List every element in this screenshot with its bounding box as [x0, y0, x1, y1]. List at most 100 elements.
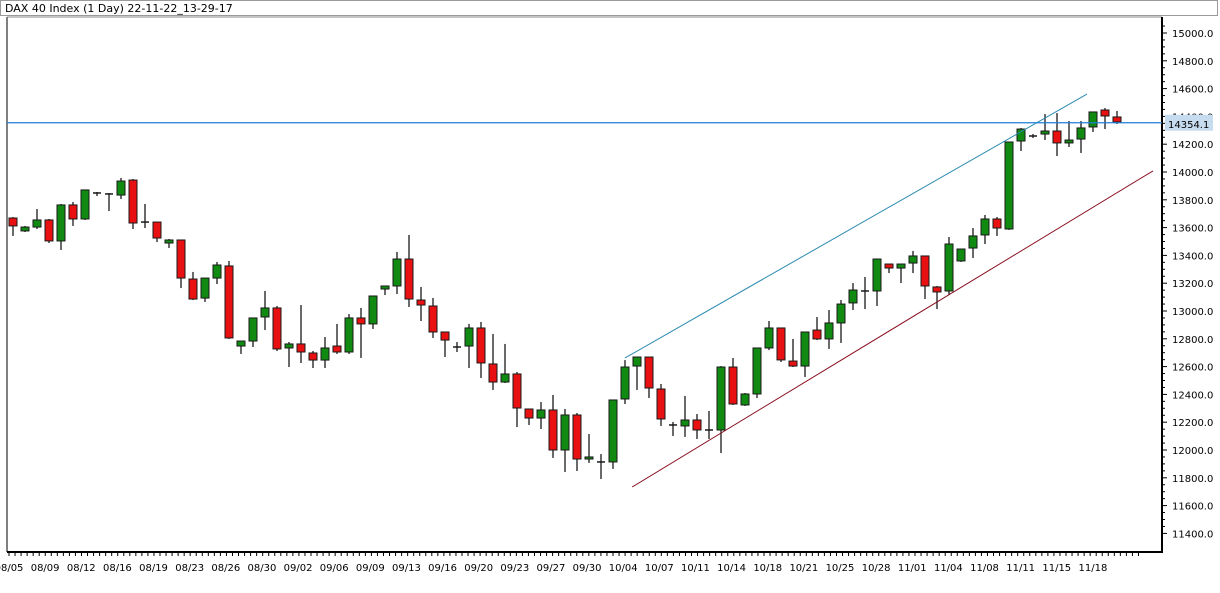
- candle: [272, 305, 282, 352]
- candle: [1076, 120, 1086, 153]
- x-tick-label: 09/13: [392, 563, 421, 574]
- candle: [80, 189, 90, 220]
- candle: [416, 286, 426, 322]
- candle: [44, 218, 54, 244]
- candle-body: [980, 218, 990, 236]
- candle-body: [692, 419, 702, 431]
- candle: [105, 192, 113, 212]
- x-tick-label: 11/11: [1006, 563, 1035, 574]
- candle: [669, 421, 677, 436]
- candle: [716, 366, 726, 454]
- candle: [1100, 108, 1110, 130]
- x-tick-label: 10/04: [609, 563, 638, 574]
- candle: [141, 203, 149, 229]
- candle: [632, 356, 642, 390]
- candle-body: [44, 219, 54, 242]
- candle: [453, 341, 461, 353]
- candle: [404, 234, 414, 307]
- candle: [597, 454, 605, 480]
- candle-body: [1076, 127, 1086, 140]
- candle: [1088, 111, 1098, 132]
- candle-body: [740, 393, 750, 406]
- candle: [464, 323, 474, 368]
- x-tick-label: 08/05: [0, 563, 23, 574]
- candle: [56, 203, 66, 250]
- candle: [392, 251, 402, 295]
- current-price-label: 14354.1: [1168, 120, 1209, 131]
- y-tick-label: 13800.0: [1172, 196, 1213, 207]
- candle-body: [224, 265, 234, 339]
- candle: [224, 260, 234, 339]
- candle-body: [1016, 128, 1026, 142]
- candle-body: [116, 180, 126, 196]
- candle: [332, 323, 342, 354]
- x-tick-label: 08/26: [211, 563, 240, 574]
- candle: [1064, 120, 1074, 147]
- candle: [8, 217, 18, 236]
- candle-body: [920, 255, 930, 287]
- candle: [116, 177, 126, 199]
- candle-body: [536, 409, 546, 419]
- candle: [728, 357, 738, 405]
- y-tick-label: 14600.0: [1172, 85, 1213, 96]
- candle-body: [236, 340, 246, 347]
- y-tick-label: 14200.0: [1172, 140, 1213, 151]
- x-tick-label: 10/28: [862, 563, 891, 574]
- candle-body: [1052, 130, 1062, 144]
- candle: [68, 202, 78, 226]
- candle: [548, 394, 558, 458]
- candle-body: [272, 307, 282, 350]
- candle: [188, 271, 198, 301]
- candle: [776, 327, 786, 363]
- candle: [824, 310, 834, 349]
- candle: [200, 277, 210, 302]
- candle: [152, 221, 162, 243]
- x-tick-label: 09/23: [500, 563, 529, 574]
- candle: [788, 338, 798, 368]
- candle-body: [188, 278, 198, 300]
- candle: [284, 341, 294, 368]
- x-tick-label: 09/09: [356, 563, 385, 574]
- candle-body: [1064, 139, 1074, 144]
- candle-body: [416, 299, 426, 306]
- x-tick-label: 08/12: [67, 563, 96, 574]
- candle-body: [56, 204, 66, 242]
- candle: [488, 333, 498, 390]
- x-tick-label: 09/06: [320, 563, 349, 574]
- x-tick-label: 10/07: [645, 563, 674, 574]
- x-tick-label: 09/02: [284, 563, 313, 574]
- candle: [608, 399, 618, 469]
- candle-body: [968, 235, 978, 249]
- x-tick-label: 08/09: [31, 563, 60, 574]
- current-price-label-bg: [1165, 114, 1213, 131]
- candle: [560, 408, 570, 472]
- candle-body: [632, 356, 642, 367]
- candle: [176, 239, 186, 289]
- x-tick-label: 11/08: [970, 563, 999, 574]
- candle-body: [572, 414, 582, 460]
- candle-body: [212, 264, 222, 279]
- x-tick-label: 10/18: [753, 563, 782, 574]
- x-tick-label: 09/16: [428, 563, 457, 574]
- x-tick-label: 09/30: [573, 563, 602, 574]
- candle: [705, 410, 713, 440]
- candle: [620, 360, 630, 404]
- candle: [836, 300, 846, 343]
- candle: [368, 295, 378, 329]
- candle-body: [908, 255, 918, 264]
- candle: [848, 283, 858, 311]
- x-tick-label: 08/23: [175, 563, 204, 574]
- candle-body: [560, 414, 570, 451]
- candle-body: [848, 289, 858, 304]
- candle: [164, 238, 174, 249]
- candle: [296, 305, 306, 363]
- candle-body: [404, 258, 414, 300]
- candle-body: [80, 189, 90, 220]
- candle: [908, 250, 918, 274]
- candle-body: [932, 286, 942, 293]
- candle-body: [776, 327, 786, 361]
- candle: [512, 372, 522, 428]
- candle: [692, 413, 702, 440]
- candle-body: [368, 295, 378, 325]
- candle: [644, 356, 654, 399]
